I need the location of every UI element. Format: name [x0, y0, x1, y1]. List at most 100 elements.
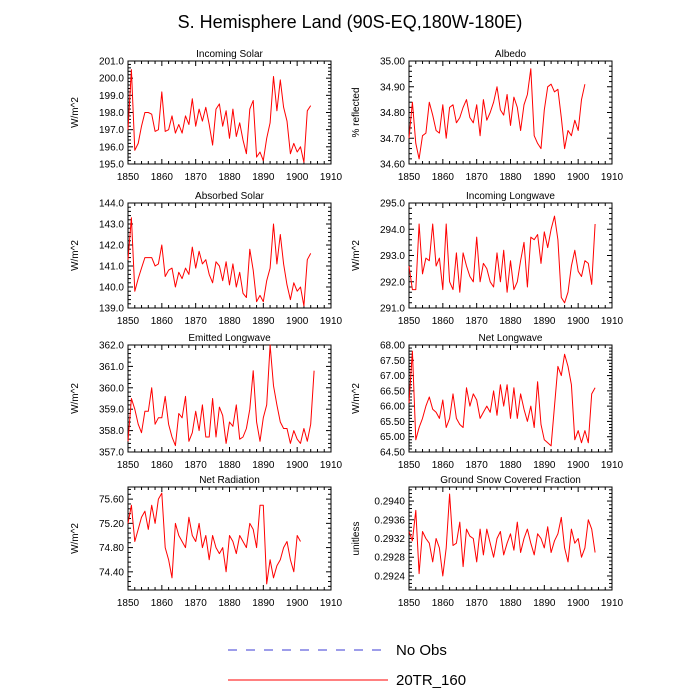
y-axis-label: unitless [351, 522, 362, 556]
x-tick-label: 1880 [499, 460, 522, 471]
x-tick-label: 1890 [252, 598, 275, 609]
x-tick-label: 1850 [398, 460, 421, 471]
y-tick-label: 197.0 [99, 125, 124, 136]
x-tick-label: 1900 [567, 172, 590, 183]
x-tick-label: 1900 [286, 598, 309, 609]
x-tick-label: 1850 [398, 598, 421, 609]
x-tick-label: 1910 [601, 172, 624, 183]
x-tick-label: 1890 [533, 172, 556, 183]
y-tick-label: 0.2936 [374, 515, 405, 526]
y-axis-label: W/m^2 [351, 383, 362, 414]
x-tick-label: 1860 [432, 598, 455, 609]
y-tick-label: 198.0 [99, 108, 124, 119]
y-tick-label: 144.0 [99, 199, 124, 210]
x-tick-label: 1910 [320, 172, 343, 183]
y-tick-label: 358.0 [99, 426, 124, 437]
panel-title: Net Radiation [199, 475, 260, 486]
series-line-20tr-160 [127, 344, 315, 447]
series-line-20tr-160 [127, 492, 301, 585]
panel-title: Incoming Solar [196, 49, 263, 60]
y-tick-label: 195.0 [99, 160, 124, 171]
y-axis-label: W/m^2 [70, 383, 81, 414]
x-tick-label: 1850 [117, 598, 140, 609]
y-tick-label: 64.50 [380, 448, 405, 459]
y-tick-label: 200.0 [99, 74, 124, 85]
y-tick-label: 67.00 [380, 371, 405, 382]
y-tick-label: 74.40 [99, 567, 124, 578]
x-tick-label: 1880 [499, 316, 522, 327]
panel-title: Albedo [495, 49, 527, 60]
x-tick-label: 1870 [185, 460, 208, 471]
x-tick-label: 1910 [601, 460, 624, 471]
x-tick-label: 1860 [151, 316, 174, 327]
legend-no-obs-label: No Obs [396, 642, 447, 659]
x-tick-label: 1850 [117, 172, 140, 183]
y-tick-label: 199.0 [99, 91, 124, 102]
y-tick-label: 360.0 [99, 383, 124, 394]
y-tick-label: 141.0 [99, 262, 124, 273]
panel-title: Incoming Longwave [466, 191, 555, 202]
legend-20tr-160-label: 20TR_160 [396, 672, 466, 689]
panel-absorbed-solar: Absorbed Solar 1850 1860 1870 1880 1890 1900 19… [70, 191, 343, 327]
x-tick-label: 1880 [218, 316, 241, 327]
x-tick-label: 1880 [218, 598, 241, 609]
x-tick-label: 1850 [398, 172, 421, 183]
x-tick-label: 1870 [185, 598, 208, 609]
y-tick-label: 359.0 [99, 405, 124, 416]
panel-net-longwave: Net Longwave 1850 1860 1870 1880 1890 1900 1910… [351, 333, 624, 471]
panel-title: Emitted Longwave [188, 333, 271, 344]
x-tick-label: 1910 [320, 316, 343, 327]
legend: No Obs 20TR_160 [228, 642, 466, 689]
y-axis-label: W/m^2 [70, 240, 81, 271]
x-tick-label: 1900 [567, 598, 590, 609]
panel-albedo: Albedo 1850 1860 1870 1880 1890 1900 1910 35.00 3… [351, 49, 624, 183]
y-tick-label: 74.80 [99, 543, 124, 554]
x-tick-label: 1860 [432, 172, 455, 183]
y-tick-label: 34.70 [380, 134, 405, 145]
figure-title: S. Hemisphere Land (90S-EQ,180W-180E) [178, 12, 523, 32]
y-tick-label: 361.0 [99, 362, 124, 373]
plot-frame [408, 486, 613, 591]
x-tick-label: 1860 [432, 460, 455, 471]
y-tick-label: 139.0 [99, 304, 124, 315]
x-tick-label: 1890 [252, 316, 275, 327]
panel-incoming-longwave: Incoming Longwave 1850 1860 1870 1880 1890 190… [351, 191, 624, 327]
y-tick-label: 362.0 [99, 341, 124, 352]
y-tick-label: 357.0 [99, 448, 124, 459]
y-tick-label: 67.50 [380, 356, 405, 367]
y-tick-label: 35.00 [380, 57, 405, 68]
x-tick-label: 1890 [533, 316, 556, 327]
plot-frame [408, 202, 613, 309]
series-line-20tr-160 [408, 215, 596, 304]
y-tick-label: 0.2940 [374, 497, 405, 508]
y-tick-label: 0.2924 [374, 571, 405, 582]
x-tick-label: 1900 [567, 316, 590, 327]
x-tick-label: 1880 [499, 598, 522, 609]
x-tick-label: 1870 [466, 172, 489, 183]
series-line-20tr-160 [408, 68, 586, 160]
panel-title: Net Longwave [479, 333, 543, 344]
y-axis-label: W/m^2 [70, 97, 81, 128]
x-tick-label: 1880 [499, 172, 522, 183]
x-tick-label: 1860 [432, 316, 455, 327]
y-tick-label: 34.60 [380, 160, 405, 171]
panel-incoming-solar: Incoming Solar 1850 1860 1870 1880 1890 1900 19… [70, 49, 343, 183]
x-tick-label: 1860 [151, 598, 174, 609]
x-tick-label: 1890 [252, 460, 275, 471]
panel-title: Ground Snow Covered Fraction [440, 475, 581, 486]
plot-frame [408, 344, 613, 453]
y-tick-label: 293.0 [380, 251, 405, 262]
y-axis-label: W/m^2 [351, 240, 362, 271]
x-tick-label: 1870 [466, 598, 489, 609]
plot-frame [127, 344, 332, 453]
y-tick-label: 295.0 [380, 199, 405, 210]
x-tick-label: 1850 [398, 316, 421, 327]
y-tick-label: 75.60 [99, 495, 124, 506]
y-tick-label: 294.0 [380, 225, 405, 236]
y-tick-label: 66.00 [380, 402, 405, 413]
x-tick-label: 1880 [218, 172, 241, 183]
y-tick-label: 75.20 [99, 519, 124, 530]
x-tick-label: 1880 [218, 460, 241, 471]
y-tick-label: 0.2932 [374, 534, 405, 545]
